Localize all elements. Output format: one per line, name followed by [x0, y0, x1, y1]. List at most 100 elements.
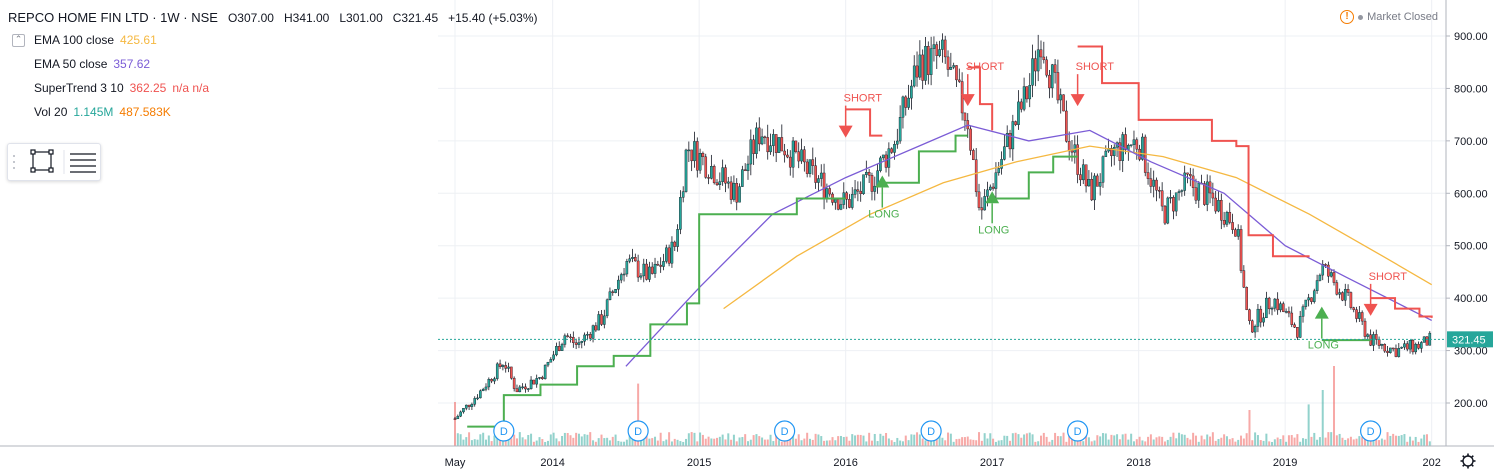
volume-bar [983, 433, 986, 446]
volume-bar [606, 437, 609, 446]
volume-bar [749, 439, 752, 446]
volume-bar [930, 440, 933, 446]
volume-bar [944, 440, 947, 446]
volume-bar [1296, 434, 1299, 446]
candle-body [1011, 121, 1015, 150]
candle-body [853, 189, 857, 195]
candle-body [628, 258, 631, 262]
candle-body [873, 185, 877, 192]
volume-bar [1003, 435, 1006, 446]
market-status[interactable]: ! Market Closed [1340, 10, 1438, 24]
candle-body [963, 112, 967, 121]
legend-extra: n/a n/a [172, 81, 210, 95]
candle-body [1194, 187, 1198, 201]
supertrend-down-line [967, 66, 994, 131]
volume-bar [476, 439, 479, 446]
volume-bar [1104, 433, 1107, 446]
volume-bar [1397, 435, 1400, 446]
volume-bar [1144, 441, 1147, 446]
candle-body [890, 148, 893, 153]
legend-supertrend[interactable]: SuperTrend 3 10 362.25 n/a n/a [34, 81, 209, 95]
volume-bar [986, 438, 989, 446]
candle-body [1346, 289, 1350, 293]
candle-body [1112, 146, 1116, 156]
volume-bar [932, 437, 935, 446]
volume-bar [1425, 434, 1428, 446]
collapse-legend-icon[interactable]: ⌃ [12, 34, 25, 47]
volume-bar [1355, 438, 1358, 446]
volume-bar [1223, 434, 1226, 446]
legend-ema100[interactable]: EMA 100 close 425.61 [34, 33, 157, 47]
volume-bar [623, 441, 626, 446]
candle-body [752, 139, 755, 154]
volume-bar [752, 435, 755, 446]
supertrend-up-line [882, 134, 968, 184]
volume-bar [1048, 441, 1051, 446]
volume-bar [1282, 435, 1285, 446]
volume-bar [806, 432, 809, 446]
candle-body [467, 404, 471, 407]
candle-body [870, 175, 874, 192]
dividend-marker [1067, 420, 1089, 442]
volume-bar [808, 438, 811, 446]
volume-bar [1256, 435, 1259, 446]
gear-icon[interactable] [1460, 453, 1476, 469]
candle-body [1383, 344, 1387, 352]
candle-body [510, 366, 513, 379]
legend-ema50[interactable]: EMA 50 close 357.62 [34, 57, 150, 71]
ohlc-close: C321.45 [392, 10, 439, 25]
candle-body [943, 39, 947, 58]
volume-bar [823, 440, 826, 446]
volume-bar [1234, 441, 1237, 446]
volume-bar [493, 435, 496, 446]
volume-bar [637, 383, 640, 446]
price-axis-bg [1447, 0, 1494, 446]
candle-body [769, 145, 772, 153]
volume-bar [1011, 433, 1014, 446]
short-signal-label: SHORT [1076, 61, 1115, 73]
time-tick-label: 202 [1422, 457, 1440, 469]
candle-body [1087, 179, 1091, 187]
short-signal-label: SHORT [1369, 271, 1408, 283]
drag-handle-icon[interactable] [13, 155, 15, 169]
candle-body [611, 291, 615, 293]
volume-bar [1363, 438, 1366, 446]
supertrend-down-line [1370, 297, 1433, 318]
volume-bar [651, 438, 654, 446]
candle-body [586, 334, 589, 336]
volume-bar [541, 439, 544, 446]
volume-bar [1271, 441, 1274, 446]
candle-body [1380, 344, 1384, 346]
volume-bar [924, 440, 927, 446]
volume-bar [1014, 432, 1017, 446]
candle-body [794, 140, 798, 152]
volume-bar [792, 435, 795, 446]
candle-body [476, 397, 479, 400]
symbol-title[interactable]: REPCO HOME FIN LTD · 1W · NSE [8, 10, 218, 25]
candle-body [1377, 339, 1381, 346]
market-status-text: Market Closed [1367, 11, 1438, 23]
time-axis: May 2014 2015 2016 2017 2018 2019 202 [0, 445, 1494, 469]
settings-lines-icon[interactable] [70, 153, 96, 173]
volume-bar [662, 441, 665, 446]
volume-bar [972, 439, 975, 446]
volume-bar [1287, 435, 1290, 446]
candle-body [1259, 308, 1263, 323]
rectangle-tool-icon[interactable] [30, 149, 54, 173]
candle-body [1267, 297, 1271, 310]
volume-bar [1040, 435, 1042, 446]
legend-volume[interactable]: Vol 20 1.145M 487.583K [34, 105, 171, 119]
candle-body [1172, 197, 1175, 212]
candle-body [563, 335, 567, 345]
volume-bar [1276, 437, 1279, 446]
candle-body [532, 379, 536, 385]
volume-bar [620, 441, 623, 446]
candle-body [1062, 94, 1065, 112]
candle-body [932, 44, 936, 49]
gear-tooth [1470, 463, 1474, 467]
volume-bar [1200, 435, 1203, 446]
volume-bar [1209, 436, 1212, 446]
volume-bar [1124, 433, 1127, 446]
candle-body [529, 379, 533, 389]
